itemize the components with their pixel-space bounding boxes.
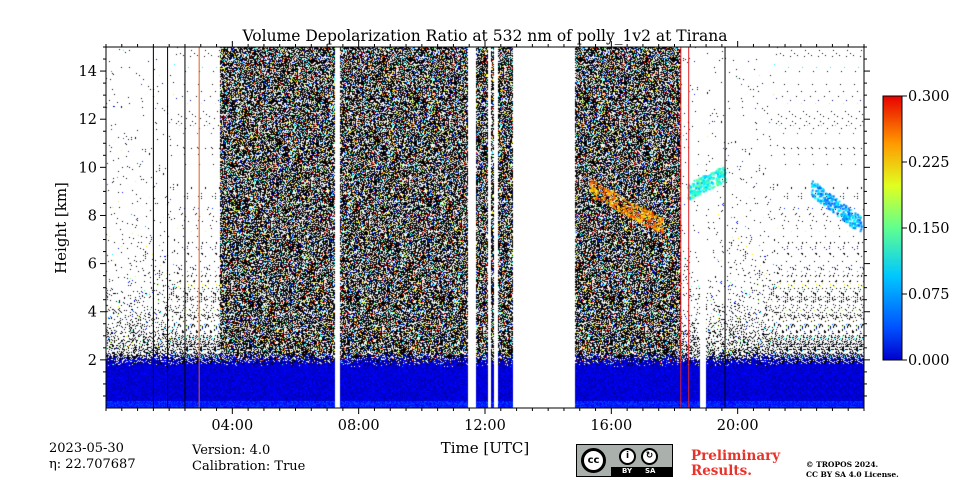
y-tick-label: 4 [88, 305, 97, 321]
y-tick-label: 14 [79, 64, 97, 80]
y-tick-label: 10 [79, 160, 97, 176]
share-alike-icon: ↻ [641, 448, 658, 465]
cc-strip [611, 467, 672, 476]
preliminary-results: Preliminary Results. [691, 449, 780, 479]
cc-license-badge: cc i ↻ BY SA [576, 444, 673, 477]
cc-logo-icon: cc [581, 448, 606, 473]
copyright: © TROPOS 2024. CC BY SA 4.0 License. [806, 460, 899, 480]
y-tick-label: 8 [88, 208, 97, 224]
date-text: 2023-05-30 [49, 441, 124, 456]
colorbar-ticks: 0.000 0.075 0.150 0.225 0.300 [902, 89, 950, 369]
x-tick-label: 20:00 [717, 418, 759, 434]
x-tick-label: 08:00 [338, 418, 380, 434]
preliminary-line-1: Preliminary [691, 448, 781, 464]
cc-sa-text: SA [645, 467, 656, 475]
copyright-line-1: © TROPOS 2024. [806, 460, 879, 469]
colorbar-tick-label: 0.150 [908, 221, 950, 237]
attribution-icon: i [619, 448, 636, 465]
y-tick-label: 2 [88, 353, 97, 369]
version-text: Version: 4.0 [192, 443, 271, 458]
colorbar-tick-label: 0.300 [908, 89, 950, 105]
x-tick-label: 04:00 [211, 418, 253, 434]
y-tick-label: 6 [88, 257, 97, 273]
x-axis-label: Time [UTC] [441, 439, 530, 457]
axes: 04:00 08:00 12:00 16:00 20:00 2 4 6 8 10 12 14 [79, 41, 870, 434]
x-tick-label: 12:00 [464, 418, 506, 434]
colorbar-tick-label: 0.225 [908, 155, 950, 171]
colorbar-tick-label: 0.075 [908, 287, 950, 303]
eta-text: η: 22.707687 [49, 457, 136, 472]
heatmap-image [106, 47, 864, 408]
calibration-text: Calibration: True [192, 459, 306, 474]
colorbar-tick-label: 0.000 [908, 353, 950, 369]
date-info: 2023-05-30 η: 22.707687 [49, 441, 136, 473]
y-tick-label: 12 [79, 112, 97, 128]
y-axis-label: Height [km] [52, 182, 70, 274]
chart-title: Volume Depolarization Ratio at 532 nm of… [242, 27, 728, 45]
x-tick-label: 16:00 [590, 418, 632, 434]
plot-area [106, 47, 864, 408]
version-info: Version: 4.0 Calibration: True [192, 443, 305, 475]
copyright-line-2: CC BY SA 4.0 License. [806, 470, 899, 479]
cc-by-text: BY [622, 467, 633, 475]
preliminary-line-2: Results. [691, 463, 752, 479]
colorbar [882, 95, 903, 361]
